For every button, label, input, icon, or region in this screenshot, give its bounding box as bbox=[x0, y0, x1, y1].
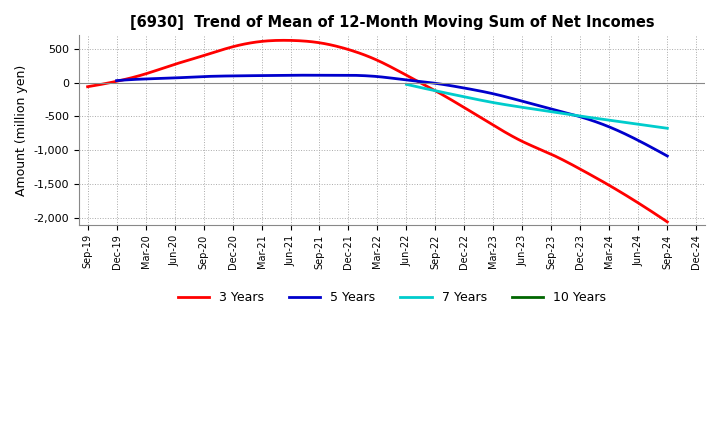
3 Years bbox=[574, 165, 582, 171]
3 Years bbox=[663, 219, 672, 224]
7 Years bbox=[557, 110, 565, 116]
3 Years bbox=[431, 88, 439, 93]
Line: 5 Years: 5 Years bbox=[117, 75, 667, 156]
7 Years bbox=[557, 111, 566, 116]
5 Years bbox=[663, 154, 672, 159]
5 Years bbox=[442, 82, 451, 88]
3 Years bbox=[611, 186, 619, 191]
3 Years bbox=[428, 87, 437, 92]
Line: 3 Years: 3 Years bbox=[88, 40, 667, 222]
5 Years bbox=[440, 82, 449, 87]
Line: 7 Years: 7 Years bbox=[407, 84, 667, 128]
5 Years bbox=[578, 115, 587, 120]
Y-axis label: Amount (million yen): Amount (million yen) bbox=[15, 64, 28, 196]
7 Years bbox=[639, 122, 647, 128]
7 Years bbox=[402, 82, 411, 87]
3 Years bbox=[85, 84, 94, 89]
7 Years bbox=[663, 126, 672, 131]
7 Years bbox=[622, 120, 631, 125]
7 Years bbox=[562, 111, 570, 117]
5 Years bbox=[333, 73, 342, 78]
Legend: 3 Years, 5 Years, 7 Years, 10 Years: 3 Years, 5 Years, 7 Years, 10 Years bbox=[173, 286, 611, 309]
5 Years bbox=[613, 128, 622, 133]
7 Years bbox=[403, 82, 412, 87]
3 Years bbox=[440, 93, 449, 99]
Title: [6930]  Trend of Mean of 12-Month Moving Sum of Net Incomes: [6930] Trend of Mean of 12-Month Moving … bbox=[130, 15, 654, 30]
5 Years bbox=[112, 78, 121, 83]
5 Years bbox=[451, 84, 460, 89]
3 Years bbox=[279, 38, 288, 43]
3 Years bbox=[84, 84, 92, 89]
5 Years bbox=[114, 78, 122, 83]
